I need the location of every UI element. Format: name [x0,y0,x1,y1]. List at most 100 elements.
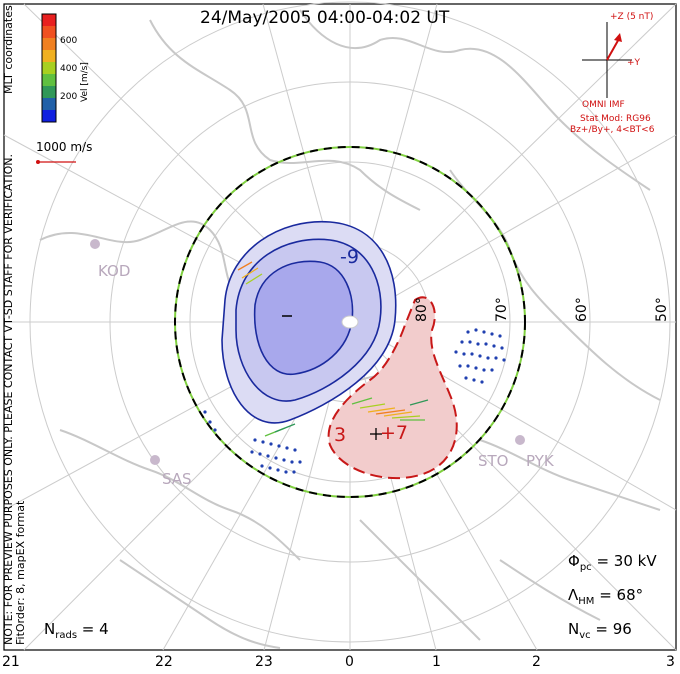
colorbar-swatch-5 [42,62,56,74]
vector-dot [466,364,470,368]
imf-arrowhead [614,33,622,42]
nrads-symbol: Nrads = [44,620,100,641]
vector-dot [290,460,294,464]
vector-lines-night [237,261,429,437]
vector-dot [458,364,462,368]
colorbar-swatch-4 [42,50,56,62]
vector-dot [482,330,486,334]
vector-cluster-southwest [203,410,302,474]
hm-boundary-dashed [174,146,526,498]
vector-dot [285,446,289,450]
mlt-label-3: 3 [666,654,675,670]
vector-line [383,411,413,417]
vector-dot [258,452,262,456]
coastline-south [359,519,481,641]
pole-marker [341,315,359,329]
stat-lambda-hm: ΛHM = 68° [568,586,643,607]
vector-line [351,397,373,405]
mlt-label-1: 1 [432,654,441,670]
vector-cluster-east [454,328,506,384]
meridian-5 [349,134,677,323]
n-vc-value: 96 [612,620,632,638]
lat-label-70: 70° [494,297,510,322]
vector-dot [282,458,286,462]
lat-label-50: 50° [654,297,670,322]
vector-line [409,399,429,406]
mlt-label-23: 23 [255,654,273,670]
vector-dot [486,356,490,360]
imf-source: OMNI IMF [582,100,625,110]
vector-dot [480,380,484,384]
lambda-symbol: ΛHM = [568,586,617,607]
radar-site-markers [90,239,525,465]
vector-dot [482,368,486,372]
velocity-vectors [203,261,506,474]
colorbar-swatch-7 [42,86,56,98]
fitorder-note: FitOrder: 8, mapEX format [14,500,27,645]
vector-dot [276,468,280,472]
vector-dot [476,342,480,346]
colorbar-swatch-6 [42,74,56,86]
n-rads-value: 4 [99,620,109,638]
positive-contour [327,296,458,480]
vector-line [245,273,263,285]
coastline-southeast [479,439,661,511]
mlt-label-22: 22 [155,654,173,670]
vector-line [274,423,296,433]
vector-dot [472,378,476,382]
vector-line [375,409,406,415]
contour-label-positive: +7 [380,422,409,444]
vector-dot [253,438,257,442]
vector-dot [460,340,464,344]
radar-marker-kod [90,239,100,249]
vector-dot [500,346,504,350]
meridian-9 [349,3,677,323]
mlt-label-2: 2 [532,654,541,670]
positive-cell [327,296,458,480]
stat-n-vc: Nvc = 96 [568,620,632,641]
colorbar-swatch-2 [42,26,56,38]
vector-dot [208,420,212,424]
colorbar-tick-200: 200 [60,92,78,102]
coastline-southwest [59,429,301,561]
colorbar-tick-600: 600 [60,36,78,46]
vector-dot [250,450,254,454]
vector-dot [466,330,470,334]
vector-dot [213,428,217,432]
imf-stat-mod: Stat Mod: RG96 [580,114,651,124]
velocity-scale-label: 1000 m/s [36,140,93,154]
vector-dot [298,460,302,464]
vector-dot [474,366,478,370]
vector-dot [464,376,468,380]
imf-clock [582,22,632,98]
vector-dot [470,352,474,356]
vector-dot [498,334,502,338]
radar-label-sas: SAS [162,470,192,488]
vector-dot [454,350,458,354]
map-frame [3,3,677,651]
vector-dot [203,410,207,414]
vector-line [359,403,386,409]
radar-label-sto: STO [478,452,509,470]
imf-condition: Bz+/By+, 4<BT<6 [570,125,655,135]
vector-dot [269,442,273,446]
radar-marker-sas [150,455,160,465]
vector-dot [293,448,297,452]
phi-symbol: Φpc = [568,552,614,573]
coastline-europe [499,559,601,621]
imf-z-label: +Z (5 nT) [610,12,654,22]
imf-y-label: +Y [627,58,641,68]
vector-dot [502,358,506,362]
radar-marker-pyk [515,435,525,445]
vector-dot [490,368,494,372]
map-title: 24/May/2005 04:00-04:02 UT [200,8,450,28]
vector-line [391,415,421,419]
phi-pc-value: 30 kV [613,552,657,570]
vector-dot [274,456,278,460]
vector-dot [484,342,488,346]
vector-line [241,267,259,279]
vector-dot [494,356,498,360]
vector-dot [492,344,496,348]
coastline-west [39,220,241,301]
